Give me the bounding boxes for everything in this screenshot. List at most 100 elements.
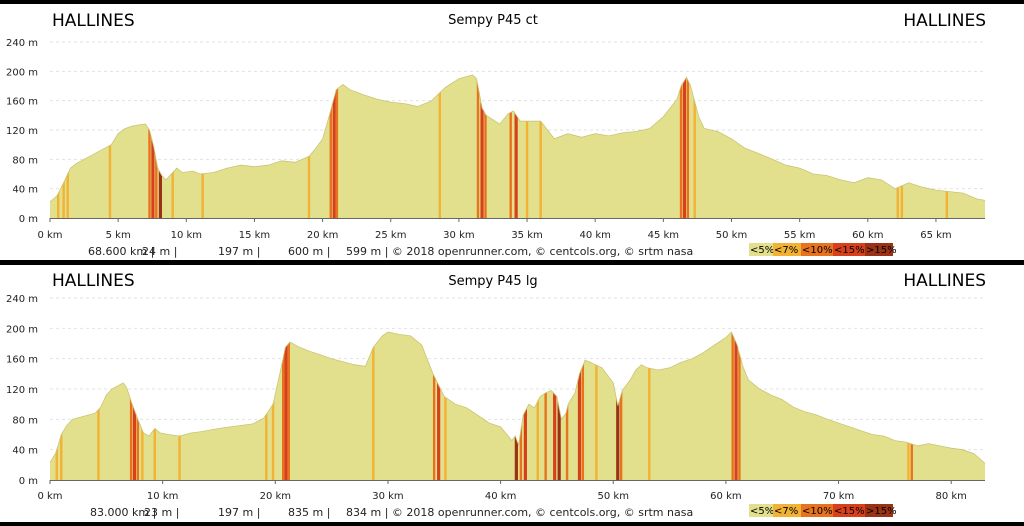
y-tick-label: 80 m: [12, 415, 38, 426]
gradient-mark: [432, 332, 436, 480]
gradient-mark: [693, 75, 696, 218]
gradient-mark: [577, 332, 582, 480]
gradient-mark: [679, 75, 683, 218]
gradient-mark: [108, 75, 112, 218]
x-tick-label: 50 km: [598, 491, 629, 502]
gradient-mark: [148, 75, 151, 218]
y-tick-label: 200 m: [6, 67, 38, 78]
chart-title: Sempy P45 ct: [448, 13, 538, 28]
legend-label: >15%: [866, 245, 897, 256]
x-tick-label: 10 km: [147, 491, 178, 502]
x-tick-label: 20 km: [260, 491, 291, 502]
gradient-mark: [525, 75, 529, 218]
gradient-mark: [136, 332, 140, 480]
stat-text: 197 m |: [218, 245, 260, 258]
legend-swatch: [865, 504, 893, 517]
gradient-mark: [553, 332, 557, 480]
gradient-mark: [648, 332, 651, 480]
stat-text: 600 m |: [288, 245, 330, 258]
legend-swatch: [833, 504, 865, 517]
y-tick-label: 80 m: [12, 155, 38, 166]
gradient-mark: [281, 332, 285, 480]
legend-label: <5%: [750, 245, 774, 256]
legend-swatch: [773, 243, 801, 256]
x-tick-label: 50 km: [716, 230, 747, 241]
gradient-mark: [514, 75, 518, 218]
legend-swatch: [749, 243, 773, 256]
gradient-mark: [581, 332, 585, 480]
x-tick-label: 40 km: [579, 230, 610, 241]
x-tick-label: 10 km: [171, 230, 202, 241]
gradient-mark: [595, 332, 598, 480]
gradient-mark: [271, 332, 275, 480]
elevation-chart-lg: HALLINES HALLINES Sempy P45 lg 0 m 40 m 80…: [6, 271, 986, 519]
stat-text: 197 m |: [218, 506, 260, 519]
x-tick-label: 80 km: [935, 491, 966, 502]
y-tick-label: 0 m: [19, 476, 38, 487]
legend-label: <10%: [802, 506, 833, 517]
gradient-mark: [536, 332, 539, 480]
elevation-outline: [49, 74, 986, 203]
stat-text: 599 m | © 2018 openrunner.com, © centcol…: [346, 245, 693, 258]
gradient-mark: [329, 75, 332, 218]
y-tick-label: 160 m: [6, 355, 38, 366]
start-label: HALLINES: [52, 11, 135, 31]
legend-swatch: [833, 243, 865, 256]
x-tick-label: 30 km: [443, 230, 474, 241]
legend-label: <15%: [834, 245, 865, 256]
gradient-mark: [437, 332, 441, 480]
end-label: HALLINES: [903, 271, 986, 291]
stat-text: 83.000 km |: [90, 506, 156, 519]
gradient-mark: [544, 332, 547, 480]
x-tick-label: 60 km: [710, 491, 741, 502]
legend-label: >15%: [866, 506, 897, 517]
y-tick-label: 40 m: [12, 185, 38, 196]
x-tick-label: 30 km: [372, 491, 403, 502]
elevation-panel-lg: HALLINES HALLINES Sempy P45 lg 0 m 40 m 80…: [0, 265, 1024, 522]
x-tick-label: 55 km: [784, 230, 815, 241]
y-tick-label: 120 m: [6, 385, 38, 396]
x-tick-label: 20 km: [307, 230, 338, 241]
gradient-mark: [155, 75, 158, 218]
x-tick-label: 0 km: [37, 491, 62, 502]
y-tick-label: 120 m: [6, 126, 38, 137]
legend-swatch: [865, 243, 893, 256]
stat-text: 24 m |: [142, 245, 177, 258]
gradient-mark: [509, 75, 512, 218]
legend-swatch: [801, 243, 833, 256]
gradient-mark: [514, 332, 518, 480]
y-tick-label: 200 m: [6, 324, 38, 335]
gradient-mark: [686, 75, 690, 218]
gradient-mark: [539, 75, 542, 218]
gradient-mark: [616, 332, 620, 480]
legend-swatch: [773, 504, 801, 517]
stat-text: 68.600 km |: [88, 245, 154, 258]
x-tick-label: 60 km: [852, 230, 883, 241]
gradient-mark: [734, 332, 738, 480]
gradient-mark: [476, 75, 480, 218]
gradient-mark: [372, 332, 375, 480]
x-tick-label: 0 km: [37, 230, 62, 241]
x-tick-label: 5 km: [106, 230, 131, 241]
gradient-mark: [284, 332, 288, 480]
y-tick-label: 240 m: [6, 294, 38, 305]
gradient-mark: [619, 332, 623, 480]
gradient-mark: [335, 75, 339, 218]
gradient-mark: [731, 332, 734, 480]
legend-swatch: [801, 504, 833, 517]
gradient-mark: [332, 75, 336, 218]
stat-text: 834 m | © 2018 openrunner.com, © centcol…: [346, 506, 693, 519]
end-label: HALLINES: [903, 11, 986, 31]
y-tick-label: 0 m: [19, 214, 38, 225]
gradient-mark: [438, 75, 442, 218]
stat-text: 835 m |: [288, 506, 330, 519]
x-tick-label: 45 km: [648, 230, 679, 241]
gradient-mark: [738, 332, 741, 480]
elevation-outline: [49, 331, 986, 464]
start-label: HALLINES: [52, 271, 135, 291]
x-tick-label: 35 km: [511, 230, 542, 241]
gradient-mark: [480, 75, 484, 218]
gradient-mark: [129, 332, 133, 480]
elevation-panel-ct: HALLINES HALLINES Sempy P45 ct 0 m 40 m 80…: [0, 4, 1024, 260]
gradient-mark: [287, 332, 291, 480]
